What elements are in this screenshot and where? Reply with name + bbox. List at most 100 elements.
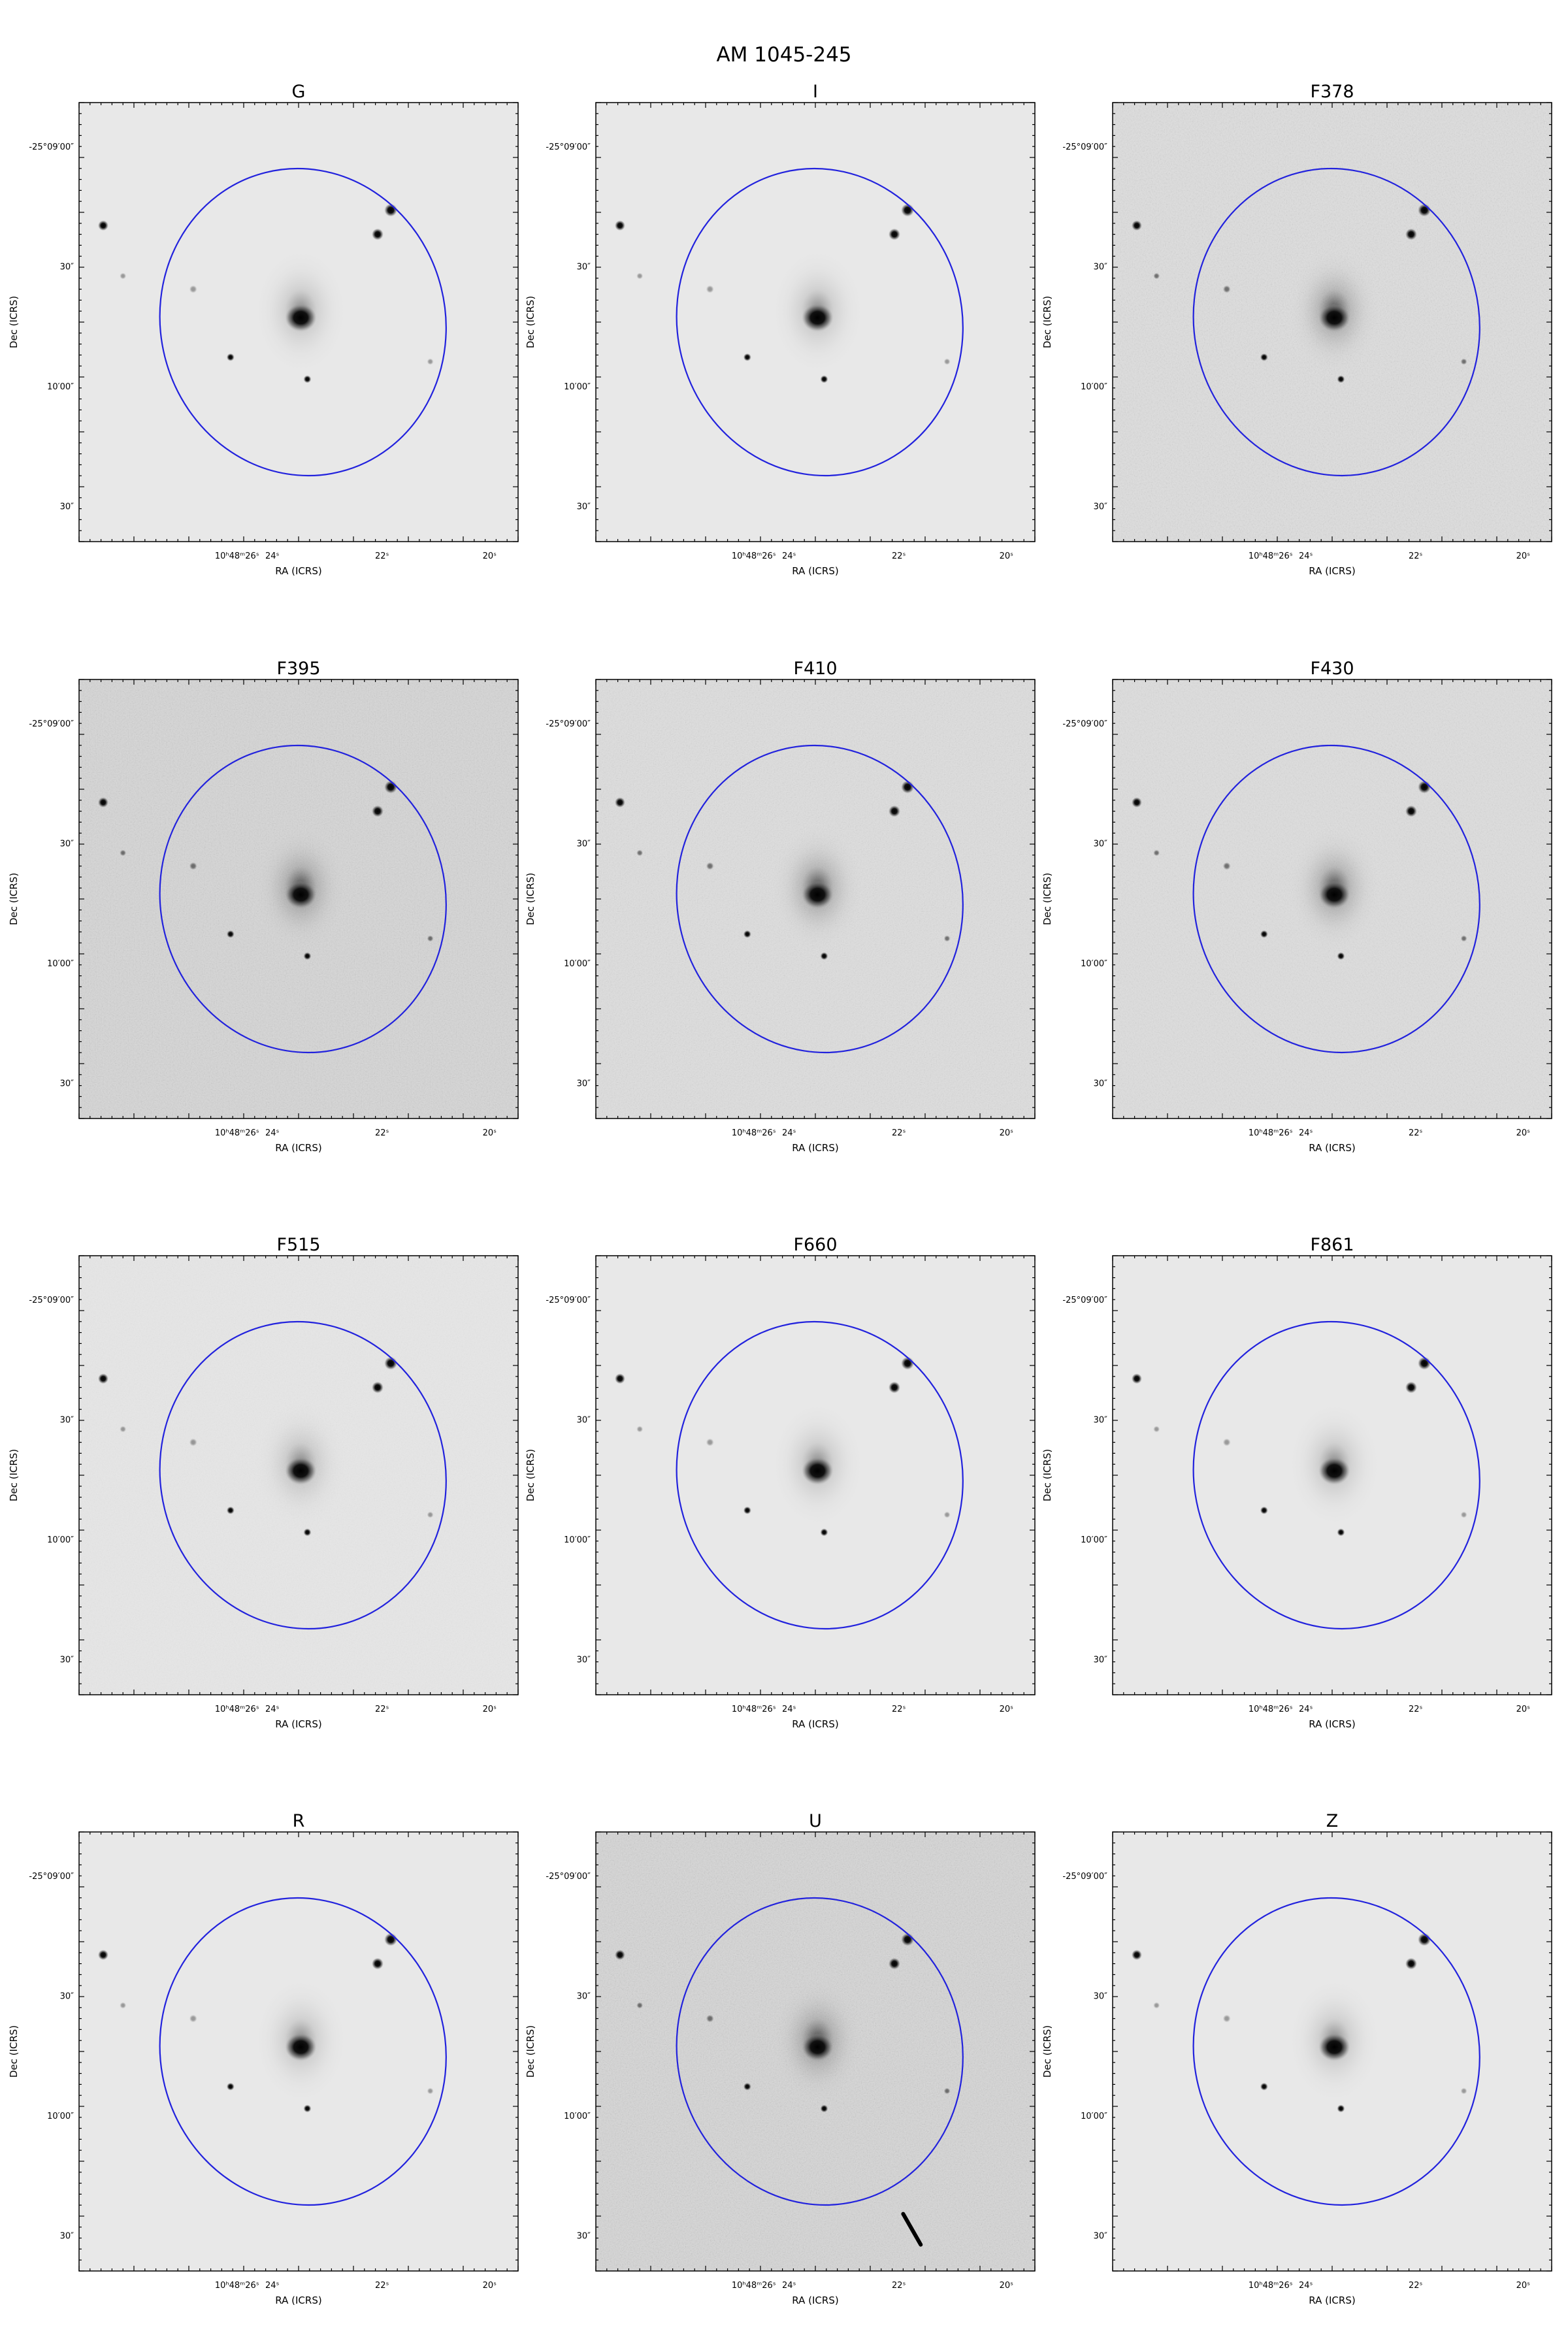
x-axis-label: RA (ICRS) bbox=[792, 1718, 838, 1730]
y-tick-label: 30″ bbox=[577, 2232, 591, 2242]
star bbox=[1405, 1957, 1417, 1970]
star bbox=[1418, 203, 1431, 217]
y-tick-label: 30″ bbox=[1094, 1656, 1108, 1665]
x-tick-label: 24ˢ bbox=[265, 551, 280, 561]
x-tick-label: 24ˢ bbox=[782, 551, 796, 561]
y-tick-label: 30″ bbox=[1094, 1416, 1108, 1426]
panel-title: F430 bbox=[1310, 659, 1354, 679]
galaxy-core bbox=[802, 304, 834, 332]
panel-title: R bbox=[293, 1811, 305, 1831]
x-tick-label: 24ˢ bbox=[1299, 551, 1313, 561]
star bbox=[384, 203, 398, 217]
x-tick-label: 24ˢ bbox=[265, 1705, 280, 1714]
star bbox=[743, 1506, 751, 1514]
star bbox=[743, 2082, 751, 2091]
star bbox=[1337, 1528, 1345, 1537]
y-tick-label: -25°09′00″ bbox=[546, 719, 591, 729]
panel-title: F515 bbox=[276, 1235, 320, 1255]
star bbox=[1131, 1950, 1142, 1961]
galaxy-core bbox=[802, 881, 834, 909]
aperture-ellipse bbox=[1192, 167, 1480, 477]
star bbox=[1222, 285, 1231, 293]
y-axis-label: Dec (ICRS) bbox=[1041, 873, 1053, 925]
satellite-streak bbox=[901, 2212, 923, 2247]
galaxy-core bbox=[1318, 2033, 1350, 2061]
y-tick-label: 10′00″ bbox=[564, 2112, 591, 2121]
y-tick-label: 30″ bbox=[577, 502, 591, 512]
panel-grid: G 10ʰ48ᵐ26ˢ 24ˢ 22ˢ 20ˢ -25°09′00″ 30″ 10′00″ 30… bbox=[8, 82, 1552, 2306]
x-tick-label: 10ʰ48ᵐ26ˢ bbox=[732, 2281, 776, 2291]
x-tick-label: 10ʰ48ᵐ26ˢ bbox=[215, 551, 259, 561]
y-tick-label: 10′00″ bbox=[47, 959, 74, 969]
y-tick-label: 30″ bbox=[1094, 502, 1108, 512]
star bbox=[427, 935, 434, 942]
aperture-ellipse bbox=[159, 167, 447, 477]
y-tick-label: 30″ bbox=[1094, 1992, 1108, 2002]
y-tick-label: 30″ bbox=[60, 502, 74, 512]
x-tick-label: 22ˢ bbox=[892, 1705, 906, 1714]
sky-image bbox=[79, 103, 518, 542]
star bbox=[743, 353, 751, 361]
y-tick-label: 10′00″ bbox=[1081, 382, 1107, 392]
y-tick-label: 10′00″ bbox=[47, 382, 74, 392]
star bbox=[636, 849, 644, 857]
star bbox=[120, 1426, 127, 1433]
star bbox=[1337, 375, 1345, 384]
aperture-ellipse bbox=[676, 167, 964, 477]
star bbox=[1337, 2104, 1345, 2113]
galaxy-core bbox=[1318, 881, 1350, 909]
star bbox=[303, 375, 312, 384]
sky-image bbox=[79, 1832, 518, 2271]
star bbox=[371, 805, 384, 817]
galaxy-core bbox=[285, 304, 317, 332]
panel-f395: F395 10ʰ48ᵐ26ˢ 24ˢ 22ˢ 20ˢ -25°09′00″ 30″ 10′00… bbox=[8, 659, 519, 1154]
x-tick-label: 10ʰ48ᵐ26ˢ bbox=[1249, 551, 1293, 561]
x-tick-label: 10ʰ48ᵐ26ˢ bbox=[1249, 2281, 1293, 2291]
star bbox=[427, 2087, 434, 2095]
galaxy-core bbox=[1318, 304, 1350, 332]
x-tick-label: 24ˢ bbox=[1299, 1128, 1313, 1138]
star bbox=[120, 849, 127, 857]
star bbox=[1260, 2082, 1268, 2091]
y-axis-label: Dec (ICRS) bbox=[1041, 296, 1053, 348]
star bbox=[371, 1957, 384, 1970]
panel-f515: F515 10ʰ48ᵐ26ˢ 24ˢ 22ˢ 20ˢ -25°09′00″ 30″ 10′00… bbox=[8, 1235, 519, 1730]
figure-title: AM 1045-245 bbox=[716, 43, 851, 67]
star bbox=[943, 1511, 951, 1518]
x-tick-label: 20ˢ bbox=[483, 2281, 497, 2291]
star bbox=[614, 797, 625, 808]
x-tick-label: 20ˢ bbox=[1000, 1705, 1014, 1714]
star bbox=[636, 1426, 644, 1433]
x-tick-label: 22ˢ bbox=[375, 1128, 389, 1138]
star bbox=[1153, 849, 1160, 857]
star bbox=[1153, 1426, 1160, 1433]
y-tick-label: 30″ bbox=[60, 1416, 74, 1426]
star bbox=[189, 1438, 197, 1446]
star bbox=[97, 220, 108, 231]
panel-title: F395 bbox=[276, 659, 320, 679]
panel-title: F660 bbox=[793, 1235, 837, 1255]
star bbox=[706, 2014, 714, 2023]
y-axis-label: Dec (ICRS) bbox=[1041, 1449, 1053, 1501]
y-tick-label: 10′00″ bbox=[1081, 2112, 1107, 2121]
y-tick-label: 10′00″ bbox=[1081, 959, 1107, 969]
panel-title: G bbox=[292, 82, 306, 102]
star bbox=[226, 1506, 235, 1514]
aperture-ellipse bbox=[676, 744, 964, 1054]
x-tick-label: 24ˢ bbox=[265, 1128, 280, 1138]
star bbox=[743, 930, 751, 938]
y-axis-label: Dec (ICRS) bbox=[8, 2025, 20, 2078]
y-tick-label: 30″ bbox=[1094, 263, 1108, 272]
star bbox=[427, 1511, 434, 1518]
x-tick-label: 22ˢ bbox=[892, 2281, 906, 2291]
panel-title: Z bbox=[1326, 1811, 1339, 1831]
x-tick-label: 20ˢ bbox=[1000, 2281, 1014, 2291]
y-tick-label: 30″ bbox=[577, 263, 591, 272]
panel-u: U 10ʰ48ᵐ26ˢ 24ˢ 22ˢ 20ˢ -25°09′00″ 30″ 10′00″ 30… bbox=[525, 1811, 1036, 2306]
x-axis-label: RA (ICRS) bbox=[275, 565, 321, 577]
x-tick-label: 24ˢ bbox=[782, 1128, 796, 1138]
star bbox=[888, 1381, 900, 1394]
x-tick-label: 10ʰ48ᵐ26ˢ bbox=[732, 551, 776, 561]
panel-g: G 10ʰ48ᵐ26ˢ 24ˢ 22ˢ 20ˢ -25°09′00″ 30″ 10′00″ 30… bbox=[8, 82, 519, 577]
